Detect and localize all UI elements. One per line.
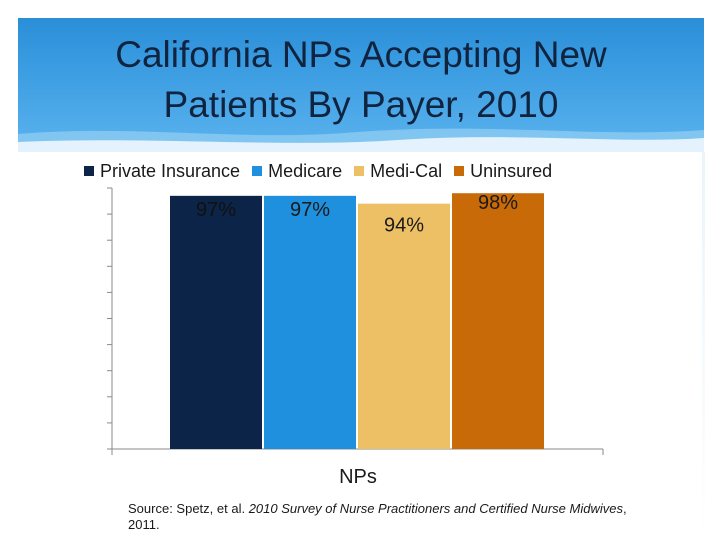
legend-item-medicare: Medicare: [252, 161, 342, 182]
legend-label: Uninsured: [470, 160, 553, 181]
legend-swatch: [84, 166, 94, 176]
legend-item-private-insurance: Private Insurance: [84, 161, 240, 182]
data-label: 98%: [478, 192, 518, 214]
legend-swatch: [454, 166, 465, 176]
source-title: 2010 Survey of Nurse Practitioners and C…: [248, 501, 623, 516]
legend-item-medi-cal: Medi-Cal: [354, 161, 442, 182]
chart-legend: Private Insurance Medicare Medi-Cal Unin…: [84, 160, 564, 182]
chart-data-labels: 97% 97% 94% 98%: [196, 192, 518, 236]
bar-medicare: [264, 195, 356, 449]
data-label: 97%: [290, 199, 330, 221]
bar-medi-cal: [358, 203, 450, 449]
page-title: California NPs Accepting New Patients By…: [18, 30, 704, 130]
chart-bars: [170, 193, 544, 449]
legend-item-uninsured: Uninsured: [454, 161, 552, 182]
title-banner: California NPs Accepting New Patients By…: [18, 18, 704, 152]
slide-edge-decoration: [702, 152, 705, 540]
legend-swatch: [354, 166, 365, 176]
legend-label: Medi-Cal: [370, 160, 443, 181]
banner-wave-decoration: [18, 128, 704, 152]
bar-uninsured: [452, 193, 544, 449]
bar-private-insurance: [170, 195, 262, 449]
title-line-1: California NPs Accepting New: [115, 34, 607, 75]
x-axis-label: NPs: [339, 466, 377, 488]
data-label: 94%: [384, 215, 424, 237]
legend-label: Medicare: [268, 160, 343, 181]
legend-swatch: [252, 166, 263, 176]
title-line-2: Patients By Payer, 2010: [163, 84, 559, 125]
legend-label: Private Insurance: [100, 160, 241, 181]
source-note: Source: Spetz, et al. 2010 Survey of Nur…: [128, 501, 628, 533]
data-label: 97%: [196, 199, 236, 221]
source-prefix: Source: Spetz, et al.: [128, 501, 249, 516]
source-suffix: , 2011.: [128, 501, 627, 532]
